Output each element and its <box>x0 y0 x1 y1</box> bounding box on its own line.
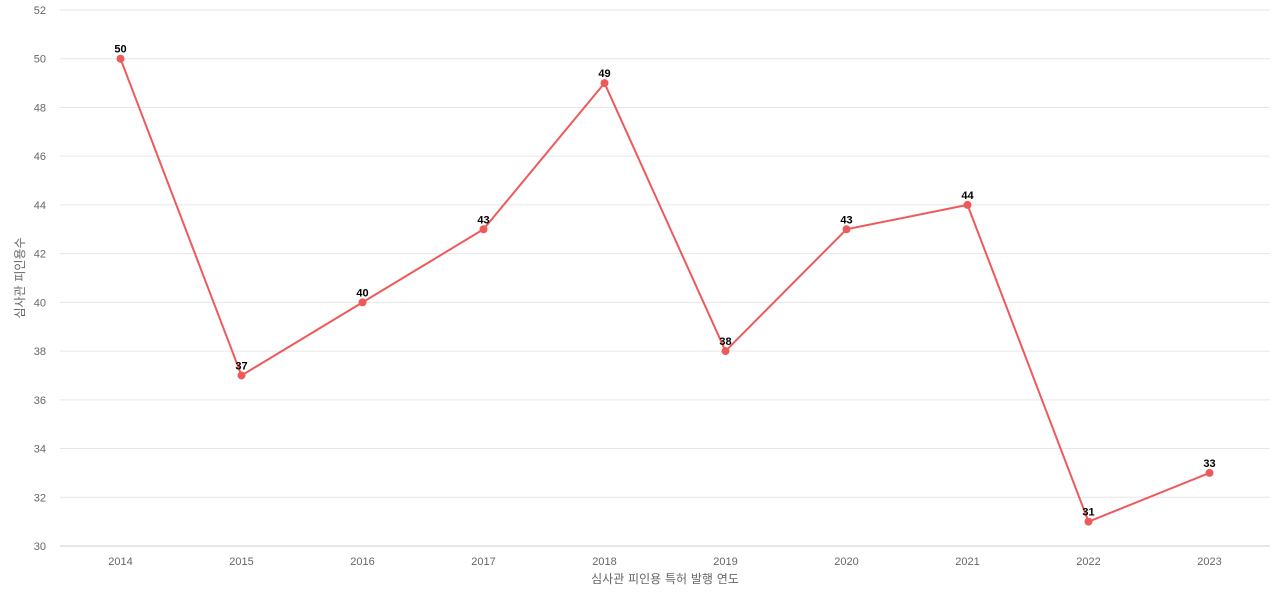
x-tick-label: 2015 <box>229 556 253 568</box>
data-point <box>600 79 609 88</box>
y-tick-label: 32 <box>34 492 46 504</box>
y-tick-label: 38 <box>34 346 46 358</box>
data-point <box>963 200 972 209</box>
x-axis-ticks: 2014 2015 2016 2017 2018 2019 2020 2021 2022 2023 <box>108 556 1221 568</box>
x-tick-label: 2017 <box>471 556 495 568</box>
x-axis-title: 심사관 피인용 특허 발행 연도 <box>591 571 739 586</box>
data-point <box>1084 517 1093 526</box>
x-tick-label: 2016 <box>350 556 374 568</box>
x-tick-label: 2022 <box>1076 556 1100 568</box>
series-layer <box>116 54 1214 526</box>
x-tick-label: 2023 <box>1197 556 1221 568</box>
data-label: 50 <box>114 44 126 56</box>
y-tick-label: 50 <box>34 54 46 66</box>
y-tick-label: 46 <box>34 151 46 163</box>
y-axis-ticks: 30 32 34 36 38 40 42 44 46 48 50 52 <box>34 5 46 553</box>
data-point <box>1205 468 1214 477</box>
y-tick-label: 52 <box>34 5 46 17</box>
x-tick-label: 2018 <box>592 556 616 568</box>
data-point <box>479 225 488 234</box>
data-label: 31 <box>1082 507 1094 519</box>
y-tick-label: 42 <box>34 249 46 261</box>
data-label: 40 <box>356 287 368 299</box>
x-tick-label: 2014 <box>108 556 132 568</box>
y-tick-label: 40 <box>34 297 46 309</box>
data-label: 44 <box>961 190 974 202</box>
data-label: 49 <box>598 68 610 80</box>
series-line <box>119 58 1210 523</box>
y-tick-label: 44 <box>34 200 46 212</box>
data-point <box>721 347 730 356</box>
data-point <box>116 54 125 63</box>
x-tick-label: 2021 <box>955 556 979 568</box>
y-tick-label: 34 <box>34 444 46 456</box>
data-labels: 50 37 40 43 49 38 43 44 31 33 <box>114 44 1215 519</box>
data-point <box>237 371 246 380</box>
data-label: 33 <box>1203 458 1215 470</box>
y-axis-title: 심사관 피인용수 <box>13 237 27 318</box>
data-label: 43 <box>477 214 489 226</box>
data-label: 38 <box>719 336 731 348</box>
data-label: 37 <box>235 360 247 372</box>
x-tick-label: 2020 <box>834 556 858 568</box>
grid-lines <box>60 9 1270 547</box>
data-point <box>842 225 851 234</box>
y-tick-label: 30 <box>34 541 46 553</box>
data-label: 43 <box>840 214 852 226</box>
data-point <box>358 298 367 307</box>
y-tick-label: 36 <box>34 395 46 407</box>
x-tick-label: 2019 <box>713 556 737 568</box>
y-tick-label: 48 <box>34 102 46 114</box>
